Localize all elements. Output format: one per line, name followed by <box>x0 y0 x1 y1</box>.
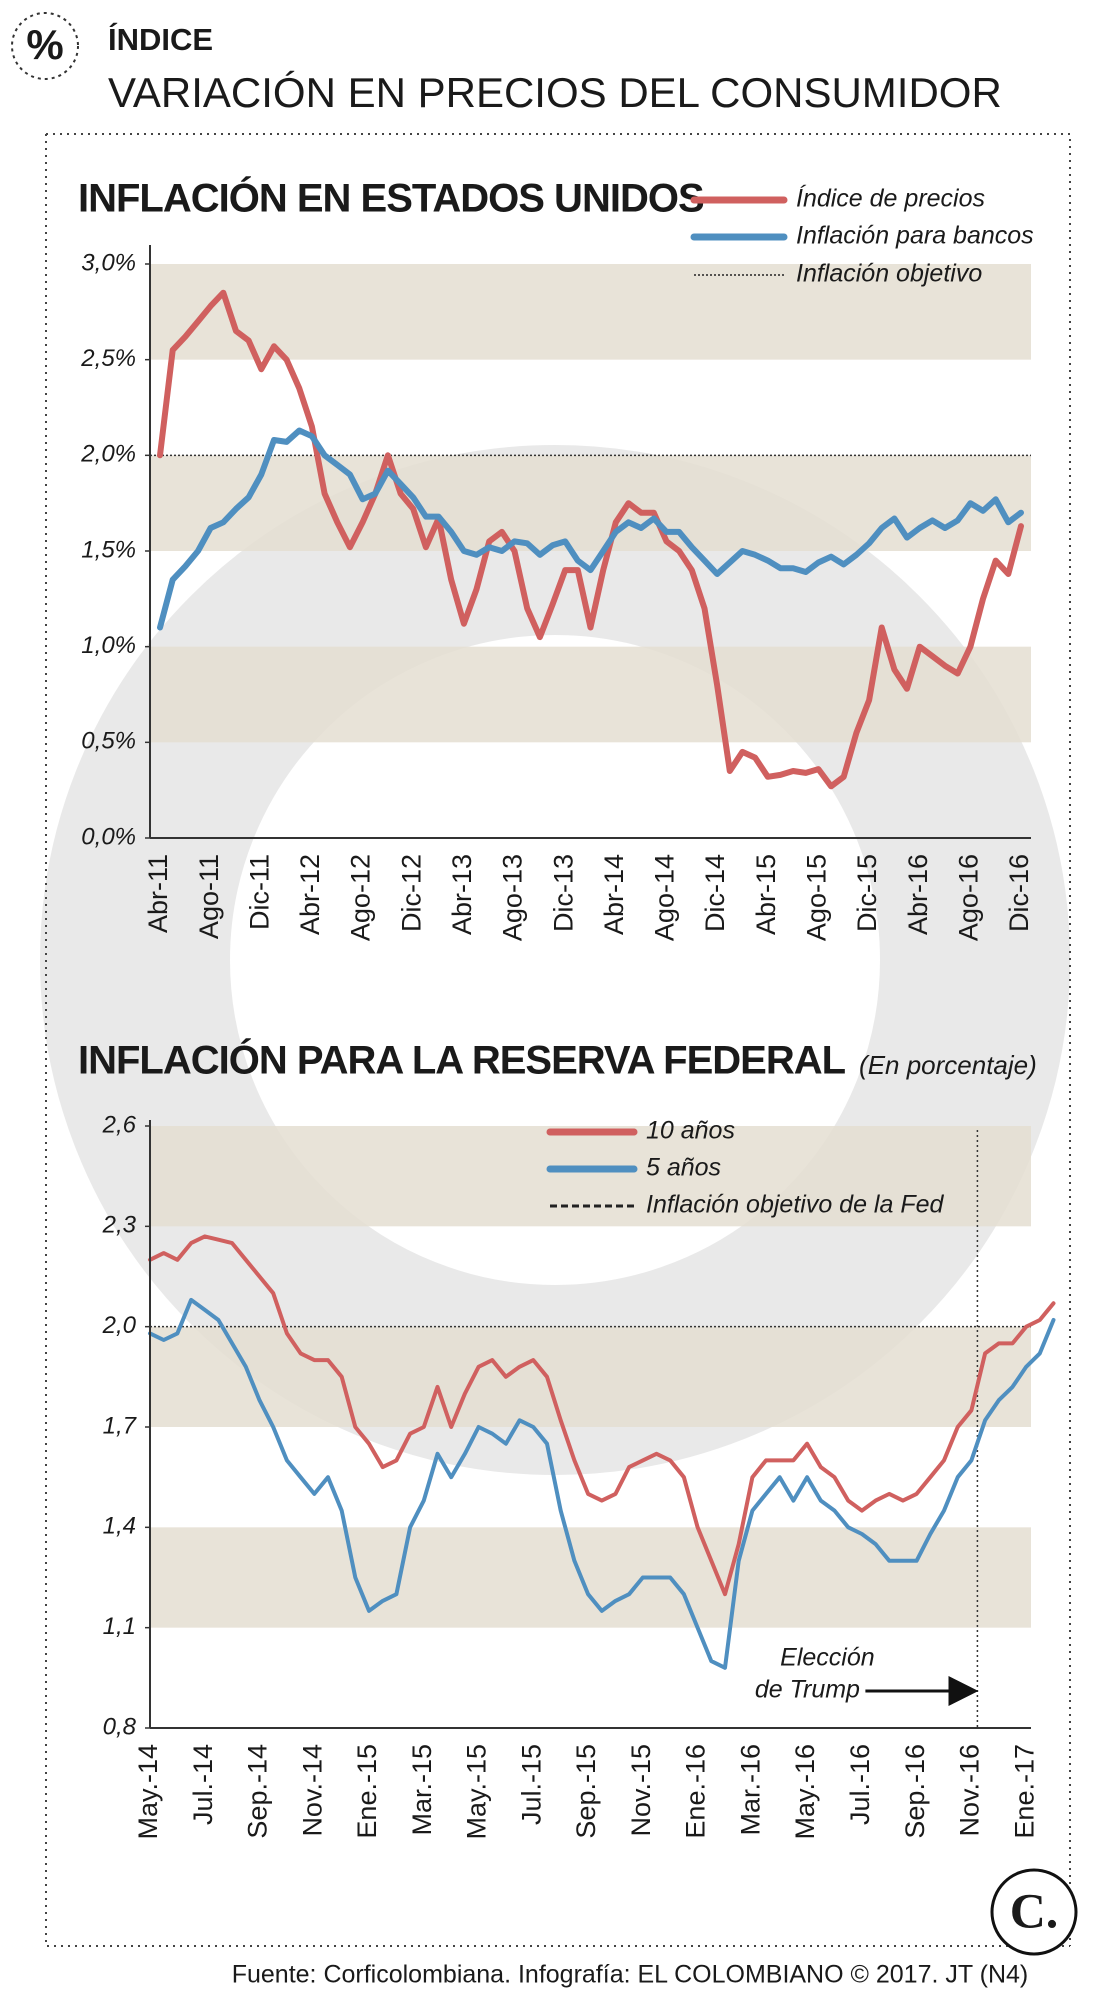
band <box>150 646 1031 743</box>
annotation-text: Elección <box>780 1644 875 1672</box>
series-line <box>157 289 1024 790</box>
y-tick-label: 1,0% <box>81 632 136 659</box>
frame <box>45 133 1071 1947</box>
y-tick-label: 2,0 <box>102 1312 137 1339</box>
chart-subtitle: (En porcentaje) <box>859 1050 1037 1080</box>
x-tick-label: May.-14 <box>133 1744 163 1840</box>
x-tick-label: Sep.-16 <box>900 1744 930 1839</box>
kicker: ÍNDICE <box>108 22 213 57</box>
x-tick-label: Jul.-15 <box>516 1744 546 1825</box>
y-tick-label: 2,5% <box>80 345 136 372</box>
series-line <box>148 1234 1056 1597</box>
x-tick-label: Ago-12 <box>346 854 376 941</box>
x-tick-label: May.-15 <box>462 1744 492 1840</box>
x-tick-label: Ago-14 <box>650 854 680 941</box>
legend-label: Inflación para bancos <box>796 222 1034 250</box>
chart-title: INFLACIÓN EN ESTADOS UNIDOS <box>78 175 704 221</box>
x-tick-label: Ago-15 <box>802 854 832 941</box>
x-tick-label: Ene.-16 <box>681 1744 711 1839</box>
x-tick-label: Abr-12 <box>295 854 325 935</box>
legend-label: Inflación objetivo <box>796 260 982 288</box>
page-title: VARIACIÓN EN PRECIOS DEL CONSUMIDOR <box>108 69 1002 116</box>
x-tick-label: Jul.-16 <box>845 1744 875 1825</box>
band <box>150 264 1031 360</box>
band <box>150 1326 1031 1427</box>
x-tick-label: Mar.-16 <box>735 1744 765 1836</box>
x-tick-label: Abr-11 <box>143 854 173 933</box>
y-tick-label: 2,0% <box>80 441 136 468</box>
source: Fuente: Corficolombiana. Infografía: EL … <box>232 1961 1029 1989</box>
x-tick-label: Dic-13 <box>548 854 578 932</box>
x-tick-label: Ago-16 <box>953 854 983 941</box>
x-tick-label: Nov.-16 <box>955 1744 985 1837</box>
legend-label: 10 años <box>646 1117 735 1145</box>
logo: C. <box>1010 1882 1059 1938</box>
y-tick-label: 1,7 <box>103 1412 138 1439</box>
y-tick-label: 0,5% <box>81 728 136 755</box>
x-tick-label: May.-16 <box>790 1744 820 1840</box>
band <box>150 1527 1031 1628</box>
x-tick-label: Jul.-14 <box>188 1744 218 1825</box>
x-tick-label: Ene.-15 <box>352 1744 382 1839</box>
x-tick-label: Mar.-15 <box>407 1744 437 1836</box>
x-tick-label: Nov.-14 <box>297 1744 327 1837</box>
y-tick-label: 0,0% <box>81 823 136 850</box>
icon-circle <box>11 12 79 80</box>
x-tick-label: Dic-14 <box>700 854 730 932</box>
x-tick-label: Nov.-15 <box>626 1744 656 1837</box>
x-tick-label: Dic-15 <box>852 854 882 932</box>
x-tick-label: Ago-13 <box>498 854 528 941</box>
y-tick-label: 1,4 <box>103 1513 136 1540</box>
series-line <box>157 427 1024 631</box>
x-tick-label: Dic-12 <box>396 854 426 932</box>
y-tick-label: 1,5% <box>81 536 136 563</box>
y-tick-label: 0,8 <box>103 1713 137 1740</box>
x-tick-label: Abr-16 <box>903 854 933 935</box>
x-tick-label: Dic-11 <box>244 854 274 930</box>
legend-label: Inflación objetivo de la Fed <box>646 1191 945 1219</box>
y-tick-label: 1,1 <box>103 1613 136 1640</box>
legend-label: 5 años <box>646 1154 721 1182</box>
series-line <box>148 1297 1056 1670</box>
y-tick-label: 2,3 <box>102 1212 137 1239</box>
y-tick-label: 3,0% <box>81 249 136 276</box>
icon: % <box>26 21 63 68</box>
x-tick-label: Abr-13 <box>447 854 477 935</box>
band <box>150 455 1031 551</box>
band <box>150 1126 1031 1227</box>
x-tick-label: Ago-11 <box>194 854 224 939</box>
y-tick-label: 2,6 <box>102 1111 137 1138</box>
logo-circle <box>990 1868 1078 1956</box>
x-tick-label: Sep.-14 <box>243 1744 273 1839</box>
x-tick-label: Abr-14 <box>599 854 629 935</box>
x-tick-label: Abr-15 <box>751 854 781 935</box>
x-tick-label: Dic-16 <box>1004 854 1034 932</box>
x-tick-label: Sep.-15 <box>571 1744 601 1839</box>
x-tick-label: Ene.-17 <box>1009 1744 1039 1839</box>
annotation-text: de Trump <box>755 1676 860 1704</box>
legend-label: Índice de precios <box>796 184 985 213</box>
chart-title: INFLACIÓN PARA LA RESERVA FEDERAL <box>78 1037 846 1083</box>
